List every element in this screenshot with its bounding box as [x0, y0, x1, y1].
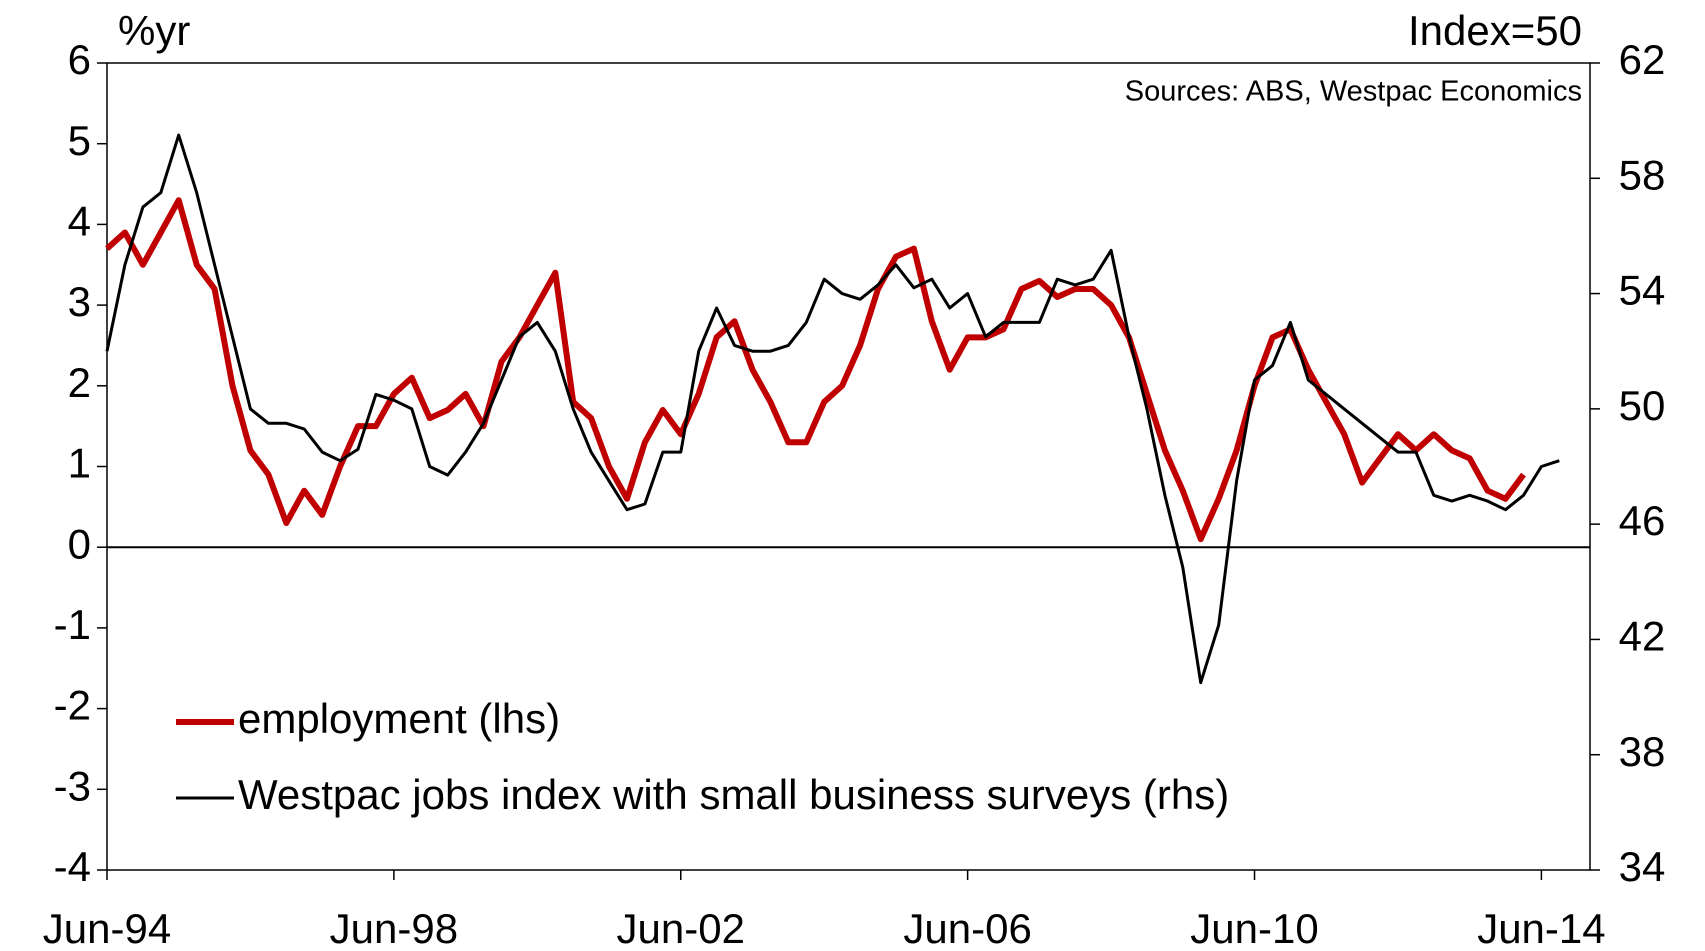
y-tick-label: 6	[68, 36, 91, 83]
x-tick-label: Jun-02	[617, 905, 745, 951]
y2-tick-label: 38	[1619, 728, 1666, 775]
y-tick-label: 1	[68, 440, 91, 487]
x-tick-label: Jun-14	[1477, 905, 1605, 951]
y-tick-label: 2	[68, 359, 91, 406]
y-tick-label: -1	[54, 601, 91, 648]
y2-tick-label: 54	[1619, 267, 1666, 314]
plot-frame	[106, 62, 1591, 871]
x-tick-label: Jun-10	[1190, 905, 1318, 951]
y-tick-label: -3	[54, 762, 91, 809]
y2-tick-label: 50	[1619, 382, 1666, 429]
series-line	[104, 197, 1526, 543]
series-line	[105, 133, 1560, 685]
y2-tick-label: 46	[1619, 497, 1666, 544]
legend-label: employment (lhs)	[238, 695, 560, 742]
y2-tick-label: 62	[1619, 36, 1666, 83]
legend-label: Westpac jobs index with small business s…	[238, 771, 1229, 818]
y-tick-label: -4	[54, 843, 91, 890]
y2-tick-label: 34	[1619, 843, 1666, 890]
x-tick-label: Jun-94	[43, 905, 171, 951]
y2-tick-label: 58	[1619, 151, 1666, 198]
right-unit: Index=50	[1408, 7, 1582, 54]
left-unit: %yr	[118, 7, 190, 54]
y-tick-label: 5	[68, 117, 91, 164]
x-tick-label: Jun-98	[330, 905, 458, 951]
y-tick-label: 3	[68, 278, 91, 325]
y-tick-label: -2	[54, 682, 91, 729]
y-tick-label: 0	[68, 520, 91, 567]
x-tick-label: Jun-06	[903, 905, 1031, 951]
y2-tick-label: 42	[1619, 613, 1666, 660]
y-tick-label: 4	[68, 197, 91, 244]
source-note: Sources: ABS, Westpac Economics	[1125, 76, 1582, 108]
